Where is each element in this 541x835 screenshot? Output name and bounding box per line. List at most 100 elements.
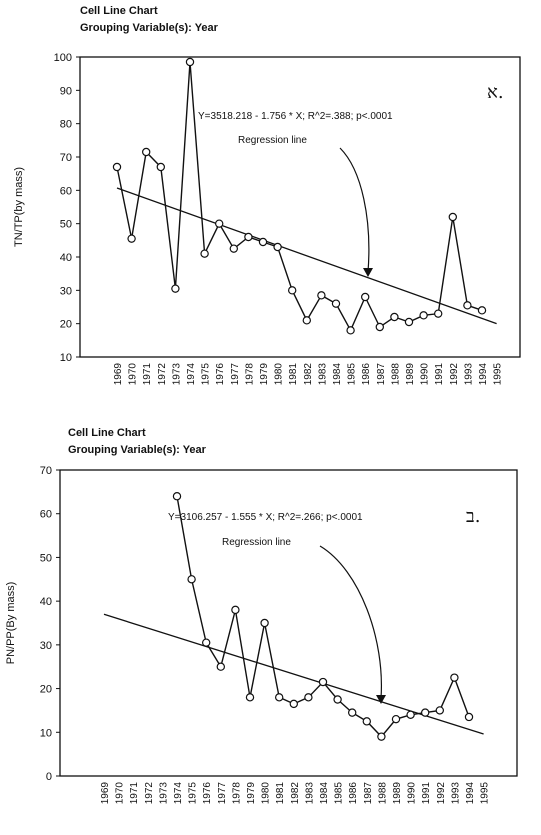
x-tick-label: 1978	[231, 782, 242, 805]
chart-title: Cell Line Chart	[80, 5, 158, 17]
x-tick-label: 1978	[244, 363, 255, 386]
y-tick-label: 40	[60, 252, 72, 264]
data-point	[375, 322, 384, 332]
x-tick-label: 1992	[436, 782, 447, 805]
data-point	[450, 673, 459, 682]
x-tick-label: 1980	[274, 363, 285, 386]
y-tick-label: 80	[60, 119, 72, 131]
data-point	[435, 706, 444, 715]
data-point	[258, 237, 268, 247]
data-point	[288, 286, 297, 295]
data-point	[273, 242, 282, 252]
data-point	[244, 232, 253, 242]
data-point	[390, 312, 399, 322]
data-point	[201, 638, 211, 647]
data-point	[275, 693, 284, 702]
equation: Y=3518.218 - 1.756 * X; R^2=.388; p<.000…	[198, 111, 393, 122]
data-point	[331, 299, 341, 308]
y-tick-label: 10	[40, 727, 52, 739]
data-point	[361, 292, 370, 302]
data-point	[406, 710, 415, 720]
regression-label: Regression line	[238, 135, 307, 146]
x-tick-label: 1988	[377, 782, 388, 805]
chart-subtitle: Grouping Variable(s): Year	[68, 444, 207, 456]
data-point	[141, 147, 151, 157]
x-tick-label: 1987	[363, 782, 374, 805]
x-tick-label: 1971	[142, 363, 153, 386]
x-tick-label: 1985	[334, 782, 345, 805]
panel-label: א.	[487, 82, 504, 103]
x-tick-label: 1972	[144, 782, 155, 805]
x-tick-label: 1982	[290, 782, 301, 805]
chart-title: Cell Line Chart	[68, 427, 146, 439]
x-tick-label: 1985	[347, 363, 358, 386]
x-tick-label: 1970	[128, 363, 139, 386]
chart-subtitle: Grouping Variable(s): Year	[80, 22, 219, 34]
x-tick-label: 1976	[215, 363, 226, 386]
data-point	[156, 162, 165, 172]
data-line	[176, 496, 470, 738]
y-tick-label: 100	[54, 52, 72, 64]
x-tick-label: 1974	[173, 782, 184, 805]
x-tick-label: 1988	[390, 363, 401, 386]
x-tick-label: 1986	[348, 782, 359, 805]
y-tick-label: 20	[40, 684, 52, 696]
arrow-head	[363, 268, 373, 277]
x-tick-label: 1987	[376, 363, 387, 386]
x-tick-label: 1971	[129, 782, 140, 805]
data-point	[260, 618, 269, 628]
data-point	[245, 693, 255, 702]
x-tick-label: 1969	[113, 363, 124, 386]
y-tick-label: 50	[40, 552, 52, 564]
plot-frame	[59, 469, 518, 777]
x-tick-label: 1975	[188, 782, 199, 805]
data-point	[362, 717, 371, 726]
x-tick-label: 1977	[217, 782, 228, 805]
y-axis-label: PN/PP(By mass)	[5, 582, 17, 665]
data-point	[172, 492, 182, 501]
x-tick-label: 1977	[230, 363, 241, 386]
data-point	[317, 291, 326, 300]
x-tick-label: 1989	[405, 363, 416, 386]
x-tick-label: 1992	[449, 363, 460, 386]
x-tick-label: 1995	[493, 363, 504, 386]
data-point	[200, 249, 209, 258]
x-tick-label: 1981	[275, 782, 286, 805]
x-tick-label: 1994	[478, 363, 489, 386]
x-tick-label: 1994	[465, 782, 476, 805]
data-point	[377, 732, 386, 741]
y-tick-label: 90	[60, 85, 72, 97]
x-tick-label: 1975	[201, 363, 212, 386]
x-tick-label: 1973	[158, 782, 169, 805]
x-tick-label: 1976	[202, 782, 213, 805]
x-tick-label: 1970	[115, 782, 126, 805]
data-point	[302, 316, 311, 325]
data-point	[348, 708, 357, 717]
x-tick-label: 1990	[407, 782, 418, 805]
y-tick-label: 0	[46, 771, 52, 783]
y-tick-label: 70	[40, 465, 52, 477]
plot-frame	[79, 56, 521, 358]
data-point	[185, 57, 195, 67]
data-point	[421, 708, 430, 717]
data-point	[216, 662, 225, 671]
data-point	[391, 714, 401, 724]
y-tick-label: 30	[60, 285, 72, 297]
x-tick-label: 1983	[304, 782, 315, 805]
regression-label: Regression line	[222, 537, 291, 548]
data-point	[464, 712, 474, 722]
data-point	[404, 317, 414, 327]
x-tick-label: 1984	[319, 782, 330, 805]
data-point	[229, 244, 238, 253]
y-tick-label: 60	[40, 509, 52, 521]
x-tick-label: 1982	[303, 363, 314, 386]
x-tick-label: 1993	[450, 782, 461, 805]
y-tick-label: 60	[60, 185, 72, 197]
data-point	[187, 575, 196, 584]
y-tick-label: 40	[40, 596, 52, 608]
data-point	[434, 309, 443, 318]
y-tick-label: 10	[60, 352, 72, 364]
data-point	[477, 306, 487, 315]
data-point	[214, 219, 224, 228]
x-tick-label: 1979	[246, 782, 257, 805]
